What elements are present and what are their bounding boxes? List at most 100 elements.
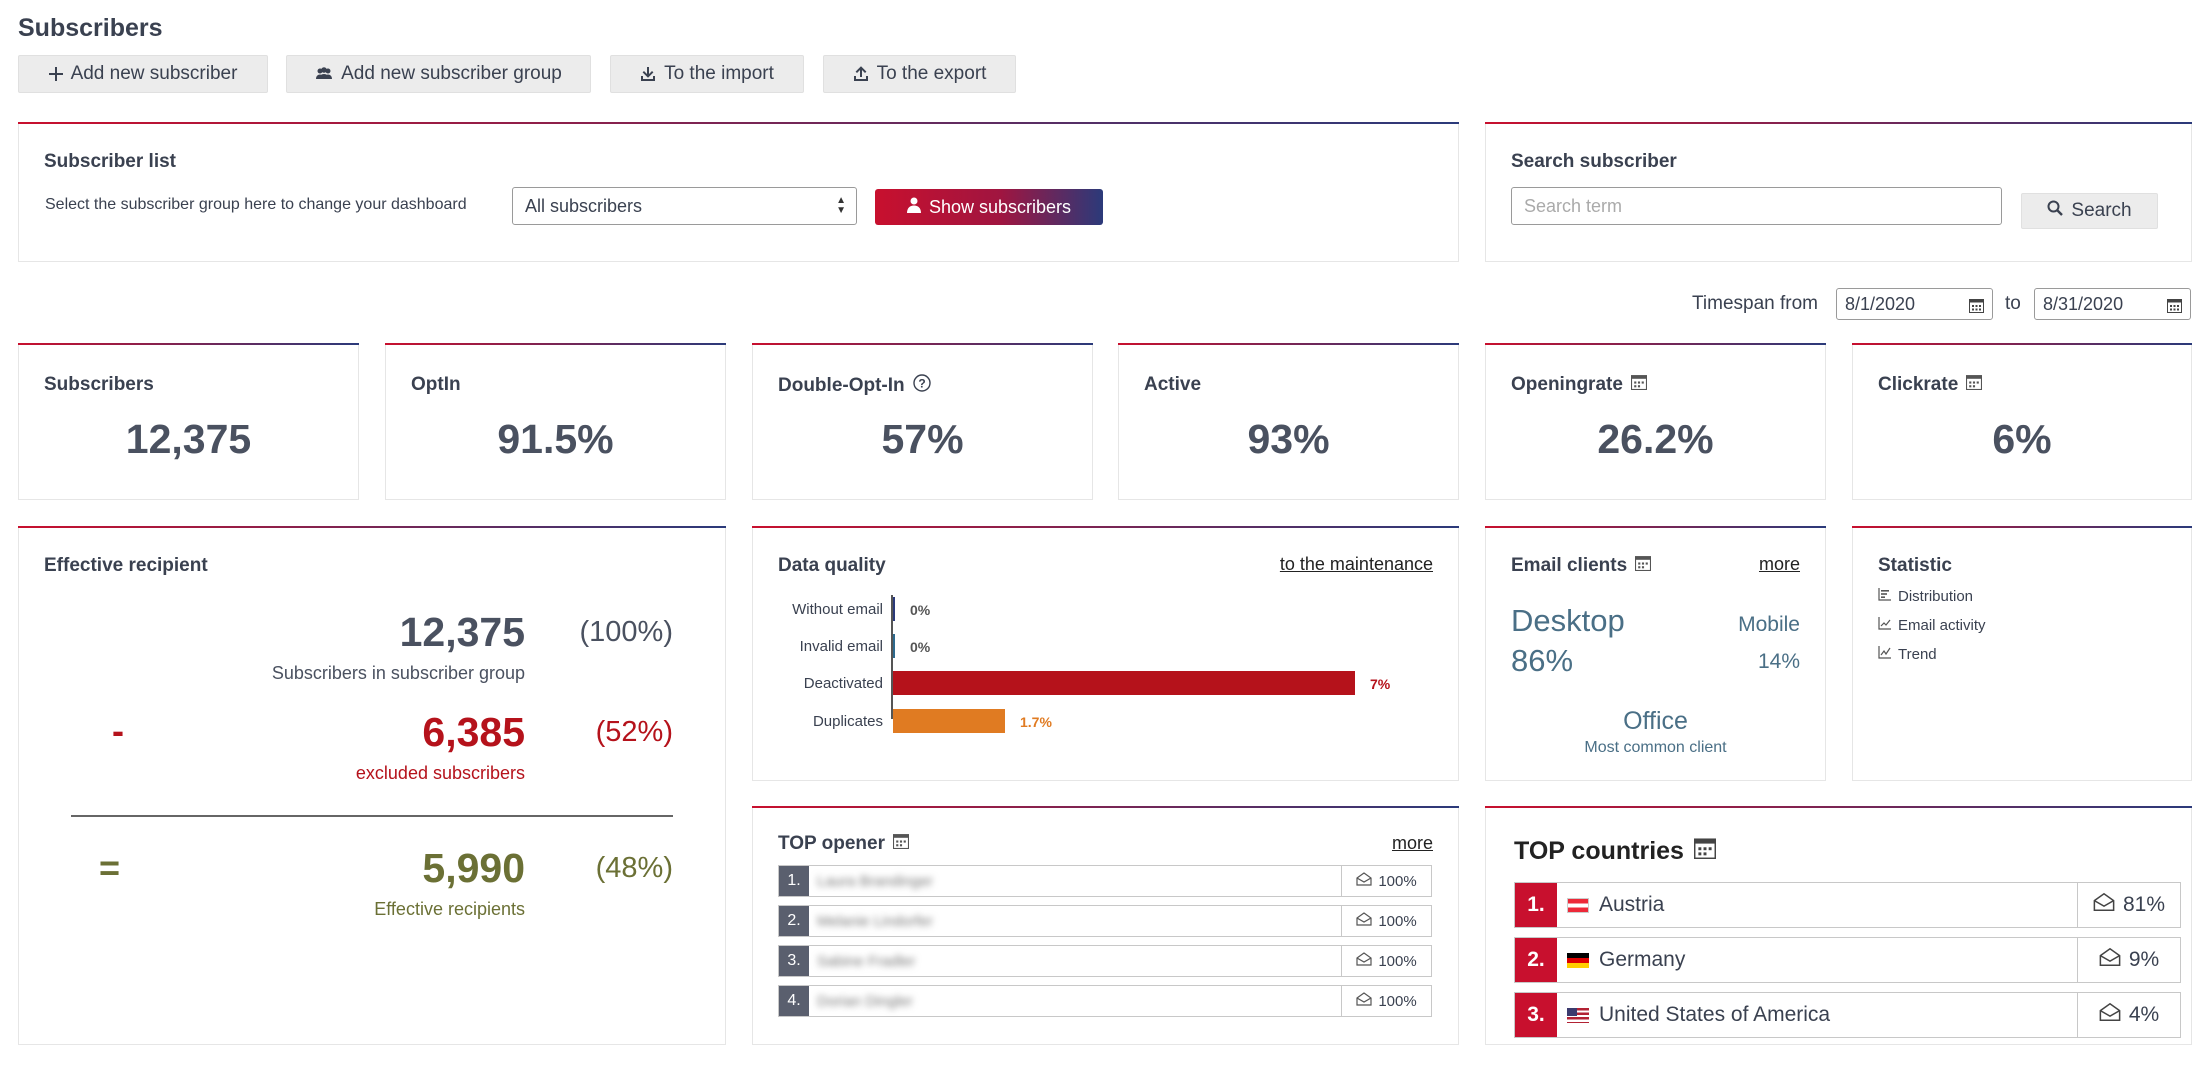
opener-rank: 4. bbox=[779, 986, 809, 1016]
country-name: United States of America bbox=[1599, 1003, 1831, 1026]
search-button-label: Search bbox=[2071, 200, 2132, 221]
selected-group: All subscribers bbox=[525, 195, 643, 216]
top-countries-title: TOP countries bbox=[1514, 837, 1684, 865]
envelope-open-icon bbox=[1356, 912, 1372, 930]
search-icon bbox=[2047, 200, 2064, 222]
subscriber-list-hint: Select the subscriber group here to chan… bbox=[45, 196, 467, 213]
excluded-label: excluded subscribers bbox=[355, 763, 525, 783]
statistic-title: Statistic bbox=[1878, 555, 1952, 576]
kpi-active-card: Active 93% bbox=[1118, 343, 1459, 500]
dq-label: Duplicates bbox=[812, 713, 883, 730]
statistic-item-label: Email activity bbox=[1898, 616, 1986, 634]
import-button[interactable]: To the import bbox=[610, 55, 804, 93]
excluded-pct: (52%) bbox=[595, 716, 673, 748]
austria-flag-icon bbox=[1567, 897, 1589, 913]
opener-rank: 2. bbox=[779, 906, 809, 936]
opener-pct-cell: 100% bbox=[1341, 946, 1431, 976]
kpi-optin-card: OptIn 91.5% bbox=[385, 343, 726, 500]
add-group-label: Add new subscriber group bbox=[341, 63, 562, 84]
subscriber-group-select[interactable]: All subscribers ▲ ▼ bbox=[512, 187, 857, 225]
kpi-label-row: Double-Opt-In ? bbox=[778, 374, 931, 398]
dq-pct: 0% bbox=[910, 639, 931, 655]
import-label: To the import bbox=[664, 63, 774, 84]
upload-icon bbox=[853, 66, 869, 82]
country-name: Germany bbox=[1599, 948, 1686, 971]
statistic-card: Statistic Distribution Email activity Tr… bbox=[1852, 526, 2192, 781]
top-countries-title-row: TOP countries bbox=[1514, 837, 1716, 866]
email-clients-title-row: Email clients bbox=[1511, 555, 1652, 577]
help-icon[interactable]: ? bbox=[912, 374, 931, 398]
country-row[interactable]: 1. Austria 81% bbox=[1514, 882, 2181, 928]
add-subscriber-button[interactable]: Add new subscriber bbox=[18, 55, 268, 93]
export-button[interactable]: To the export bbox=[823, 55, 1016, 93]
date-from-value: 8/1/2020 bbox=[1845, 293, 1916, 314]
dq-label: Invalid email bbox=[799, 638, 883, 655]
desktop-pct: 86% bbox=[1511, 643, 1574, 678]
date-from-input[interactable]: 8/1/2020 bbox=[1836, 288, 1993, 320]
opener-row[interactable]: 1. Laura Brandinger 100% bbox=[778, 865, 1432, 897]
show-subscribers-button[interactable]: Show subscribers bbox=[875, 189, 1103, 225]
opener-pct-cell: 100% bbox=[1341, 986, 1431, 1016]
trend-chart-icon bbox=[1878, 645, 1892, 663]
envelope-open-icon bbox=[2099, 947, 2121, 973]
country-pct-cell: 4% bbox=[2077, 993, 2180, 1037]
dq-bar bbox=[893, 634, 895, 658]
sum-divider bbox=[71, 815, 673, 817]
opener-name: Laura Brandinger bbox=[817, 872, 933, 890]
opener-pct-cell: 100% bbox=[1341, 866, 1431, 896]
calendar-icon bbox=[1630, 374, 1647, 396]
calendar-icon bbox=[2167, 297, 2182, 318]
export-label: To the export bbox=[876, 63, 987, 84]
email-clients-more-link[interactable]: more bbox=[1758, 554, 1800, 574]
calendar-icon bbox=[1969, 297, 1984, 318]
country-rank: 3. bbox=[1515, 993, 1557, 1037]
calendar-icon bbox=[1693, 837, 1716, 866]
statistic-distribution-link[interactable]: Distribution bbox=[1878, 587, 1973, 605]
dq-bar bbox=[893, 671, 1355, 695]
kpi-label: OptIn bbox=[411, 374, 461, 395]
statistic-item-label: Distribution bbox=[1898, 587, 1974, 605]
search-placeholder: Search term bbox=[1524, 195, 1623, 216]
kpi-label: Clickrate bbox=[1878, 374, 1959, 395]
date-to-input[interactable]: 8/31/2020 bbox=[2034, 288, 2191, 320]
opener-row[interactable]: 2. Melanie Lindorfer 100% bbox=[778, 905, 1432, 937]
country-pct-cell: 9% bbox=[2077, 938, 2180, 982]
search-button[interactable]: Search bbox=[2021, 193, 2158, 229]
top-opener-more-link[interactable]: more bbox=[1391, 833, 1433, 853]
email-clients-card: Email clients more Desktop 86% Mobile 14… bbox=[1485, 526, 1826, 781]
search-card: Search subscriber Search term Search bbox=[1485, 122, 2192, 262]
download-icon bbox=[640, 66, 656, 82]
top-countries-card: TOP countries 1. Austria 81% 2. Germany … bbox=[1485, 806, 2192, 1045]
envelope-open-icon bbox=[2093, 892, 2115, 918]
mobile-label: Mobile bbox=[1738, 613, 1800, 636]
country-row[interactable]: 3. United States of America 4% bbox=[1514, 992, 2181, 1038]
maintenance-link[interactable]: to the maintenance bbox=[1279, 554, 1433, 574]
svg-text:?: ? bbox=[918, 377, 925, 391]
search-input[interactable]: Search term bbox=[1511, 187, 2002, 225]
statistic-email-activity-link[interactable]: Email activity bbox=[1878, 616, 1986, 634]
add-subscriber-label: Add new subscriber bbox=[70, 63, 238, 84]
kpi-label: Subscribers bbox=[44, 374, 154, 395]
calendar-icon bbox=[893, 833, 909, 855]
kpi-value: 93% bbox=[1247, 416, 1330, 462]
date-to-value: 8/31/2020 bbox=[2043, 293, 2124, 314]
opener-pct-cell: 100% bbox=[1341, 906, 1431, 936]
data-quality-card: Data quality to the maintenance Without … bbox=[752, 526, 1459, 781]
plus-icon bbox=[48, 67, 63, 81]
envelope-open-icon bbox=[2099, 1002, 2121, 1028]
statistic-trend-link[interactable]: Trend bbox=[1878, 645, 1937, 663]
country-row[interactable]: 2. Germany 9% bbox=[1514, 937, 2181, 983]
calendar-icon bbox=[1966, 374, 1983, 396]
top-opener-title: TOP opener bbox=[778, 833, 885, 854]
kpi-double-optin-card: Double-Opt-In ? 57% bbox=[752, 343, 1093, 500]
envelope-open-icon bbox=[1356, 872, 1372, 890]
opener-row[interactable]: 4. Dorian Dingler 100% bbox=[778, 985, 1432, 1017]
add-subscriber-group-button[interactable]: Add new subscriber group bbox=[286, 55, 591, 93]
dq-bar bbox=[893, 597, 895, 621]
kpi-value: 91.5% bbox=[497, 416, 614, 462]
mobile-pct: 14% bbox=[1757, 650, 1800, 673]
kpi-value: 6% bbox=[1992, 416, 2052, 462]
opener-row[interactable]: 3. Sabine Fradler 100% bbox=[778, 945, 1432, 977]
country-name-cell: United States of America bbox=[1557, 993, 2077, 1037]
kpi-value: 26.2% bbox=[1597, 416, 1714, 462]
